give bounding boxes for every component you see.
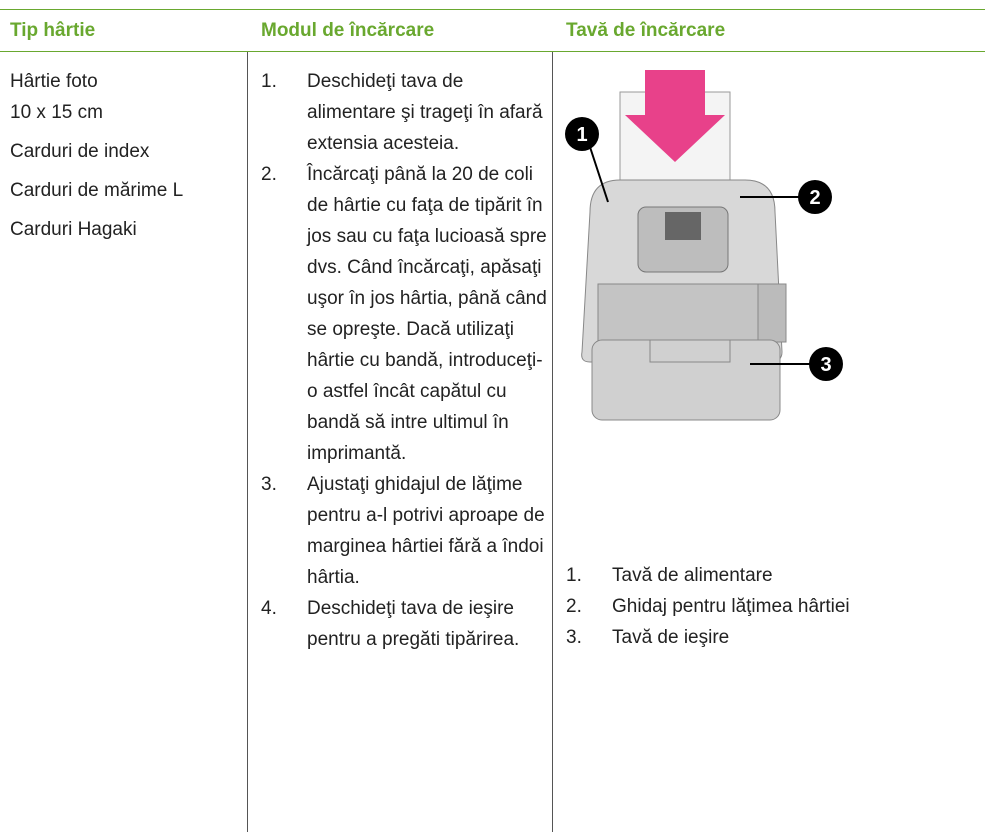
list-text: Tavă de alimentare [612, 565, 773, 586]
list-text: Ajustaţi ghidajul de lăţime pentru a-l p… [307, 474, 545, 588]
list-number: 1. [261, 71, 277, 92]
list-text: Deschideţi tava de ieşire pentru a pregă… [307, 598, 520, 650]
list-text: Deschideţi tava de alimentare şi trageţi… [307, 71, 543, 154]
list-number: 2. [566, 596, 582, 617]
top-rule [0, 9, 985, 10]
list-number: 3. [566, 627, 582, 648]
header: Tip hârtie [10, 20, 96, 41]
paper-type: Hârtie foto [10, 71, 98, 92]
list-text: Ghidaj pentru lăţimea hârtiei [612, 596, 850, 617]
list-number: 4. [261, 598, 277, 619]
column-rule [552, 52, 553, 832]
paper-type: Carduri de mărime L [10, 180, 184, 201]
header: Tavă de încărcare [566, 20, 726, 41]
list-text: Încărcaţi până la 20 de coli de hârtie c… [307, 164, 547, 464]
column-rule [247, 52, 248, 832]
callout: 1 [576, 124, 587, 146]
header-rule [0, 51, 985, 52]
callout: 2 [809, 187, 820, 209]
callout: 3 [820, 354, 831, 376]
paper-type: 10 x 15 cm [10, 102, 103, 123]
list-number: 1. [566, 565, 582, 586]
paper-type: Carduri Hagaki [10, 219, 137, 240]
header: Modul de încărcare [261, 20, 435, 41]
list-number: 2. [261, 164, 277, 185]
list-number: 3. [261, 474, 277, 495]
printer-illustration: 1 2 3 [565, 70, 843, 421]
paper-type: Carduri de index [10, 141, 150, 162]
list-text: Tavă de ieşire [612, 627, 730, 648]
